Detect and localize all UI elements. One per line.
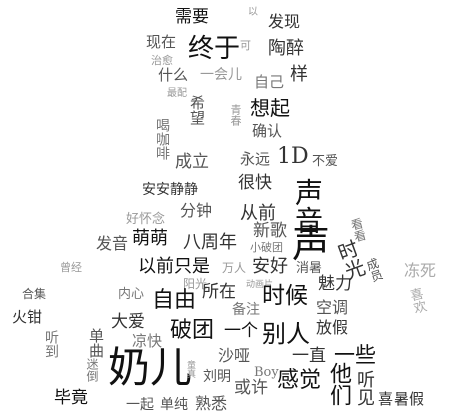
word-tingjian: 听见 bbox=[354, 370, 375, 406]
word-midao: 迷倒 bbox=[85, 358, 99, 382]
word-xiangqi: 想起 bbox=[250, 96, 290, 120]
word-tamen: 他们 bbox=[326, 362, 351, 406]
word-shengyin: 声音 bbox=[291, 178, 324, 234]
word-xinge: 新歌 bbox=[253, 221, 287, 241]
word-haohuainian: 好怀念 bbox=[126, 212, 166, 227]
word-fenzhong: 分钟 bbox=[180, 201, 213, 220]
word-wanren: 万人 bbox=[222, 261, 247, 275]
word-xiaoshu: 消暑 bbox=[296, 261, 323, 276]
word-yangguang: 阳光 bbox=[183, 277, 208, 291]
word-daai: 大爱 bbox=[111, 312, 145, 332]
word-danchun: 单纯 bbox=[160, 397, 188, 413]
word-shujia: 暑假 bbox=[394, 390, 425, 408]
word-yihuier: 一会儿 bbox=[200, 67, 242, 83]
word-heji: 合集 bbox=[22, 287, 47, 301]
word-bazhounian: 八周年 bbox=[183, 232, 237, 253]
word-shenme: 什么 bbox=[158, 66, 189, 84]
word-xianzai: 现在 bbox=[146, 33, 177, 51]
word-potuan: 破团 bbox=[170, 318, 215, 343]
word-meili: 魅力 bbox=[318, 274, 352, 294]
word-faxian: 发现 bbox=[268, 12, 301, 31]
word-tingdao: 听到 bbox=[43, 330, 59, 358]
word-kongtiao: 空调 bbox=[316, 298, 349, 317]
word-suozai: 所在 bbox=[202, 282, 236, 302]
word-ke: 可 bbox=[240, 39, 251, 52]
word-qingchun: 青春 bbox=[229, 104, 242, 126]
word-yang: 样 bbox=[290, 64, 308, 85]
word-ziji: 自己 bbox=[254, 73, 285, 91]
word-neixin: 内心 bbox=[118, 287, 145, 302]
word-henkuai: 很快 bbox=[238, 173, 272, 193]
word-ganjue: 感觉 bbox=[277, 368, 322, 393]
word-mengmeng: 萌萌 bbox=[132, 228, 168, 249]
word-hekafei: 喝咖啡 bbox=[154, 118, 170, 160]
word-boy: Boy bbox=[254, 365, 279, 380]
word-cengjing: 曾经 bbox=[60, 261, 82, 274]
word-naier: 奶儿 bbox=[108, 343, 193, 392]
word-yiqianzhishi: 以前只是 bbox=[138, 256, 210, 277]
word-bijing: 毕竟 bbox=[54, 388, 88, 408]
word-fangjia: 放假 bbox=[316, 318, 349, 337]
word-zuipei: 最配 bbox=[167, 88, 187, 99]
word-liangkuai: 凉快 bbox=[132, 332, 163, 350]
word-huoqian: 火钳 bbox=[12, 308, 43, 326]
word-xiwang: 希望 bbox=[188, 95, 206, 125]
word-tongzhen: 童真 bbox=[185, 360, 195, 378]
word-xi: 喜 bbox=[378, 390, 394, 408]
word-chengyuan: 成员 bbox=[363, 256, 385, 284]
word-bieren: 别人 bbox=[262, 320, 310, 348]
word-xihuan: 喜欢 bbox=[405, 286, 428, 316]
word-1d: 1D bbox=[277, 144, 309, 169]
word-huoxu: 或许 bbox=[234, 378, 268, 398]
word-xuyao: 需要 bbox=[175, 7, 209, 27]
word-zhongyu: 终于 bbox=[188, 34, 241, 64]
word-yizhi: 一直 bbox=[292, 346, 326, 366]
word-ziyou: 自由 bbox=[152, 288, 197, 313]
word-dongsi: 冻死 bbox=[404, 261, 437, 280]
word-xiaopotuan: 小破团 bbox=[250, 241, 283, 254]
word-liuming: 刘明 bbox=[203, 369, 231, 385]
word-ananjingjing: 安安静静 bbox=[142, 182, 198, 198]
word-taozui: 陶醉 bbox=[268, 38, 304, 59]
word-chengli: 成立 bbox=[175, 152, 209, 172]
word-yiqi: 一起 bbox=[126, 397, 154, 413]
word-shihou: 时候 bbox=[262, 283, 308, 309]
word-shaya: 沙哑 bbox=[218, 346, 251, 365]
word-yixie: 一些 bbox=[334, 343, 376, 367]
word-shuxi: 熟悉 bbox=[195, 394, 228, 413]
word-beizhu: 备注 bbox=[232, 302, 260, 318]
word-congqian: 从前 bbox=[240, 203, 276, 224]
word-yi: 以 bbox=[248, 7, 258, 18]
word-yige: 一个 bbox=[224, 321, 258, 341]
word-yongyuan: 永远 bbox=[240, 150, 271, 168]
word-donghuapian: 动画片 bbox=[246, 280, 274, 290]
word-anhao: 安好 bbox=[252, 256, 288, 277]
word-danqu: 单曲 bbox=[87, 328, 105, 358]
word-sheng: 声 bbox=[292, 222, 331, 266]
word-fayin: 发音 bbox=[96, 234, 129, 253]
word-buai: 不爱 bbox=[312, 154, 339, 169]
word-zhiyu: 治愈 bbox=[151, 54, 173, 67]
word-queren: 确认 bbox=[252, 122, 283, 140]
